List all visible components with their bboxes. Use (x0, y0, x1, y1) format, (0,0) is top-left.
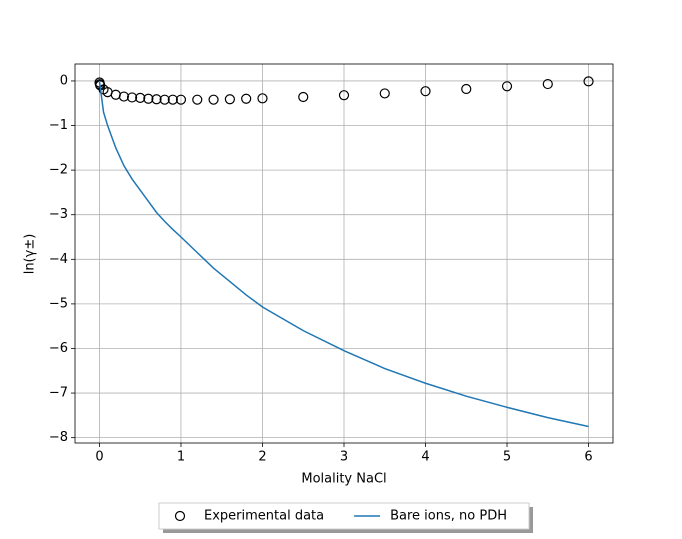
y-axis-label: ln(γ±) (23, 234, 38, 275)
legend-label: Bare ions, no PDH (390, 509, 507, 524)
y-tick-label: −2 (49, 163, 68, 178)
x-tick-label: 6 (584, 450, 592, 465)
plot-frame (74, 63, 614, 444)
y-tick-label: −7 (49, 386, 68, 401)
data-point (542, 78, 553, 90)
data-point (208, 94, 219, 105)
data-point (379, 88, 390, 99)
data-point (583, 76, 594, 87)
y-tick-label: −3 (49, 207, 68, 222)
data-point (126, 92, 138, 103)
data-point (167, 94, 178, 105)
data-point (175, 94, 187, 105)
data-point (192, 94, 203, 105)
y-tick-label: −4 (49, 252, 68, 267)
data-point (135, 92, 146, 103)
data-line (98, 80, 589, 428)
y-tick-label: −1 (49, 118, 68, 133)
data-point (420, 86, 431, 97)
x-tick-label: 0 (95, 450, 103, 465)
data-point (338, 90, 350, 101)
legend-box (158, 502, 530, 530)
x-tick-label: 5 (503, 450, 511, 465)
x-tick-label: 2 (258, 450, 266, 465)
x-tick-label: 1 (177, 450, 185, 465)
data-point (298, 91, 309, 103)
data-point (501, 81, 513, 92)
data-point (159, 94, 170, 105)
y-tick-label: −6 (49, 341, 68, 356)
data-point (110, 89, 121, 100)
data-point (241, 93, 252, 104)
data-point (143, 93, 154, 104)
data-point (151, 94, 162, 105)
x-tick-label: 3 (340, 450, 348, 465)
data-point (257, 93, 268, 104)
x-axis-label: Molality NaCl (301, 472, 386, 487)
data-point (224, 94, 235, 105)
data-point (461, 83, 472, 95)
y-tick-label: −5 (49, 296, 68, 311)
legend: Experimental data Bare ions, no PDH (158, 502, 533, 533)
legend-label: Experimental data (204, 509, 324, 524)
data-point (118, 91, 130, 102)
y-tick-label: 0 (60, 73, 68, 88)
x-tick-label: 4 (421, 450, 429, 465)
y-tick-label: −8 (49, 430, 68, 445)
legend-marker (174, 510, 186, 522)
